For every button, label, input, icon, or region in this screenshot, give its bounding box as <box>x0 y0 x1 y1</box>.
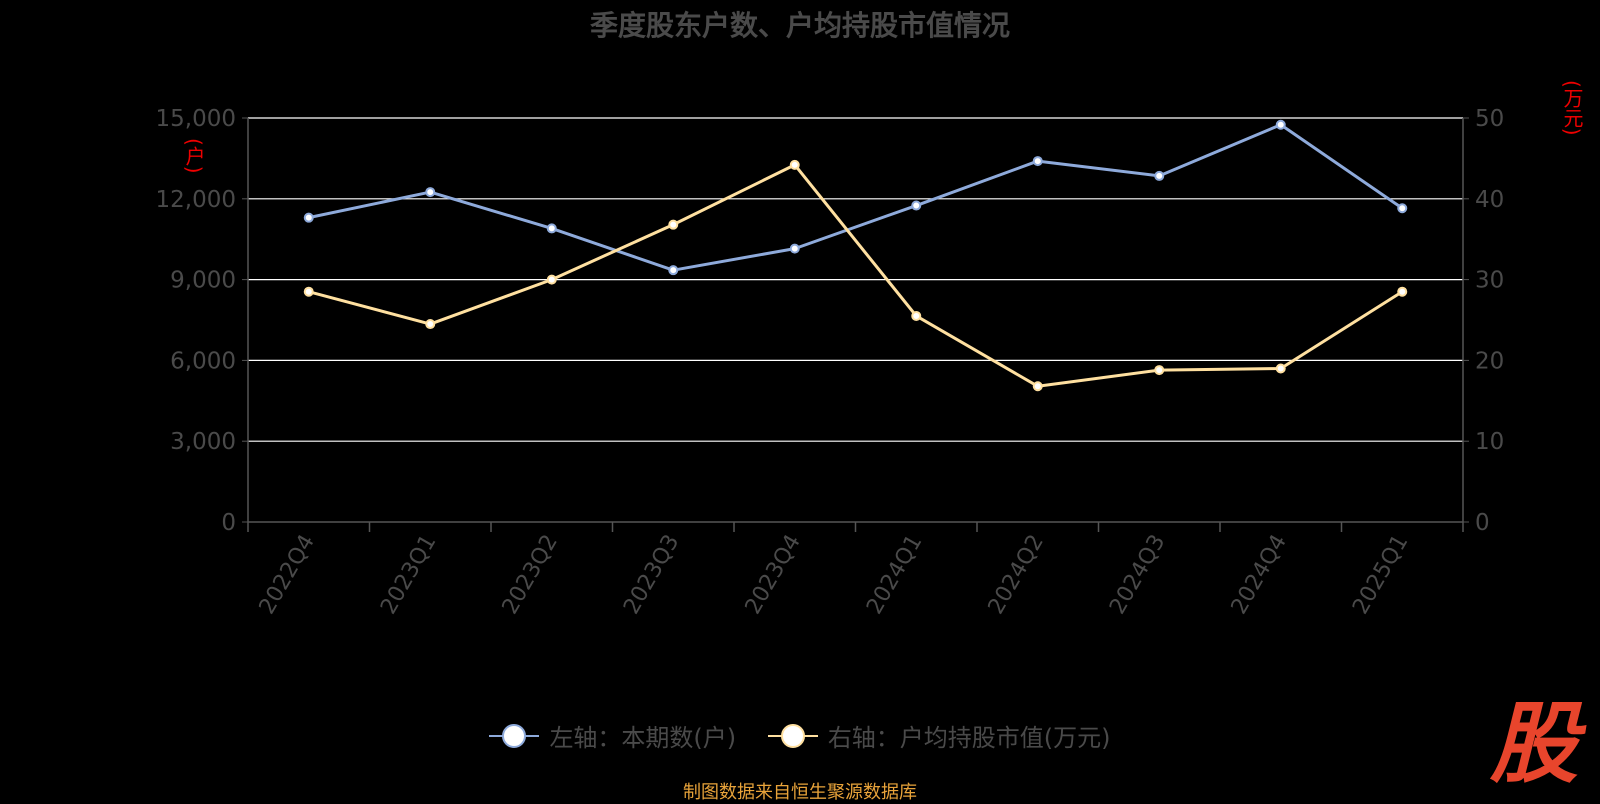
right-axis-tick-label: 30 <box>1475 268 1504 294</box>
data-point-left <box>1275 119 1286 130</box>
data-point-right <box>1397 286 1408 297</box>
x-axis-tick-label: 2024Q4 <box>1227 531 1292 619</box>
left-axis-tick-label: 9,000 <box>170 268 236 294</box>
right-axis-unit: (万元) <box>1560 80 1584 136</box>
right-axis-tick-label: 40 <box>1475 187 1504 213</box>
legend-marker-left-icon <box>489 723 540 748</box>
data-point-left <box>668 265 679 276</box>
chart-title: 季度股东户数、户均持股市值情况 <box>589 9 1010 42</box>
legend-marker-right-icon <box>767 723 818 748</box>
data-point-left <box>425 187 436 198</box>
legend-item-right-series[interactable]: 右轴：户均持股市值(万元) <box>767 718 1111 753</box>
x-axis-tick-label: 2023Q2 <box>498 531 563 619</box>
data-point-right <box>1032 381 1043 392</box>
legend: 左轴：本期数(户) 右轴：户均持股市值(万元) <box>0 718 1600 754</box>
data-source-note: 制图数据来自恒生聚源数据库 <box>683 782 917 803</box>
left-axis-tick-label: 15,000 <box>156 106 236 132</box>
data-point-right <box>425 319 436 330</box>
data-point-left <box>1032 156 1043 167</box>
legend-item-left-series[interactable]: 左轴：本期数(户) <box>489 718 736 753</box>
x-axis-tick-label: 2024Q2 <box>984 531 1049 619</box>
left-axis-tick-label: 3,000 <box>170 429 236 455</box>
left-axis-unit: (户) <box>182 138 206 174</box>
data-point-right <box>1154 365 1165 376</box>
data-point-left <box>1154 170 1165 181</box>
left-axis-tick-label: 6,000 <box>170 348 236 374</box>
right-axis-tick-label: 50 <box>1475 106 1504 132</box>
x-axis-tick-label: 2023Q3 <box>619 531 684 619</box>
x-axis-tick-label: 2023Q1 <box>376 531 441 619</box>
x-axis-tick-label: 2025Q1 <box>1348 531 1413 619</box>
x-axis-tick-label: 2024Q3 <box>1105 531 1170 619</box>
legend-label-right-series: 右轴：户均持股市值(万元) <box>827 724 1111 752</box>
data-point-right <box>546 274 557 285</box>
data-point-right <box>911 310 922 321</box>
data-point-left <box>1397 203 1408 214</box>
data-point-right <box>789 159 800 170</box>
series-line-right <box>308 163 1404 388</box>
x-axis-tick-label: 2022Q4 <box>255 531 320 619</box>
data-point-right <box>1275 363 1286 374</box>
right-axis-tick-label: 10 <box>1475 429 1504 455</box>
right-axis-tick-label: 20 <box>1475 348 1504 374</box>
chart-plot: 0 3,000 6,000 9,000 12,000 15,000 0 10 20 30 40 50 2… <box>156 106 1505 619</box>
data-point-right <box>303 286 314 297</box>
data-point-right <box>668 219 679 230</box>
right-axis-tick-label: 0 <box>1475 510 1490 536</box>
legend-label-left-series: 左轴：本期数(户) <box>549 724 737 752</box>
series-line-left <box>308 123 1404 272</box>
left-axis-tick-label: 0 <box>221 510 236 536</box>
left-axis-tick-label: 12,000 <box>156 187 236 213</box>
x-axis-tick-label: 2023Q4 <box>741 531 806 619</box>
brand-logo: 股 <box>1489 692 1578 795</box>
data-point-left <box>303 212 314 223</box>
data-point-left <box>789 243 800 254</box>
data-point-left <box>546 223 557 234</box>
x-axis-tick-label: 2024Q1 <box>862 531 927 619</box>
data-point-left <box>911 200 922 211</box>
